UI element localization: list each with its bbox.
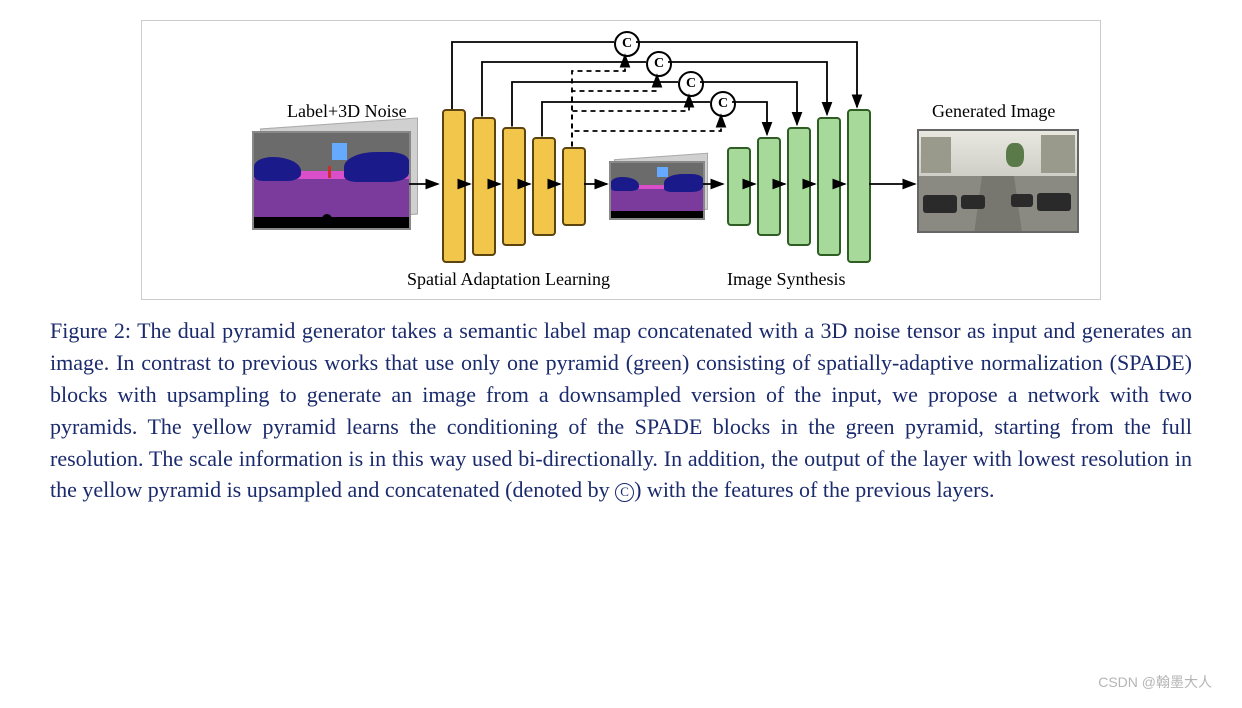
figure-panel: Label+3D Noise Spatial Adaptation Learni… [141, 20, 1101, 300]
label-decoder: Image Synthesis [727, 269, 846, 290]
caption-body-2: ) with the features of the previous laye… [634, 477, 994, 502]
decoder-bar-0 [727, 147, 751, 226]
caption-body-1: The dual pyramid generator takes a seman… [50, 318, 1192, 502]
concat-node-0: C [614, 31, 640, 57]
watermark: CSDN @翰墨大人 [1098, 672, 1212, 692]
concat-node-1: C [646, 51, 672, 77]
encoder-bar-1 [472, 117, 496, 256]
decoder-bar-4 [847, 109, 871, 263]
caption-prefix: Figure 2: [50, 318, 137, 343]
label-encoder: Spatial Adaptation Learning [407, 269, 610, 290]
decoder-bar-1 [757, 137, 781, 236]
encoder-bar-0 [442, 109, 466, 263]
concat-symbol-inline: C [615, 483, 634, 502]
encoder-bar-3 [532, 137, 556, 236]
label-output: Generated Image [932, 101, 1055, 122]
concat-node-2: C [678, 71, 704, 97]
decoder-bar-3 [817, 117, 841, 256]
encoder-bar-4 [562, 147, 586, 226]
encoder-bar-2 [502, 127, 526, 246]
decoder-bar-2 [787, 127, 811, 246]
concat-node-3: C [710, 91, 736, 117]
figure-caption: Figure 2: The dual pyramid generator tak… [50, 315, 1192, 506]
output-generated-image [917, 129, 1079, 233]
center-label-map [609, 161, 705, 220]
input-label-map [252, 131, 411, 230]
